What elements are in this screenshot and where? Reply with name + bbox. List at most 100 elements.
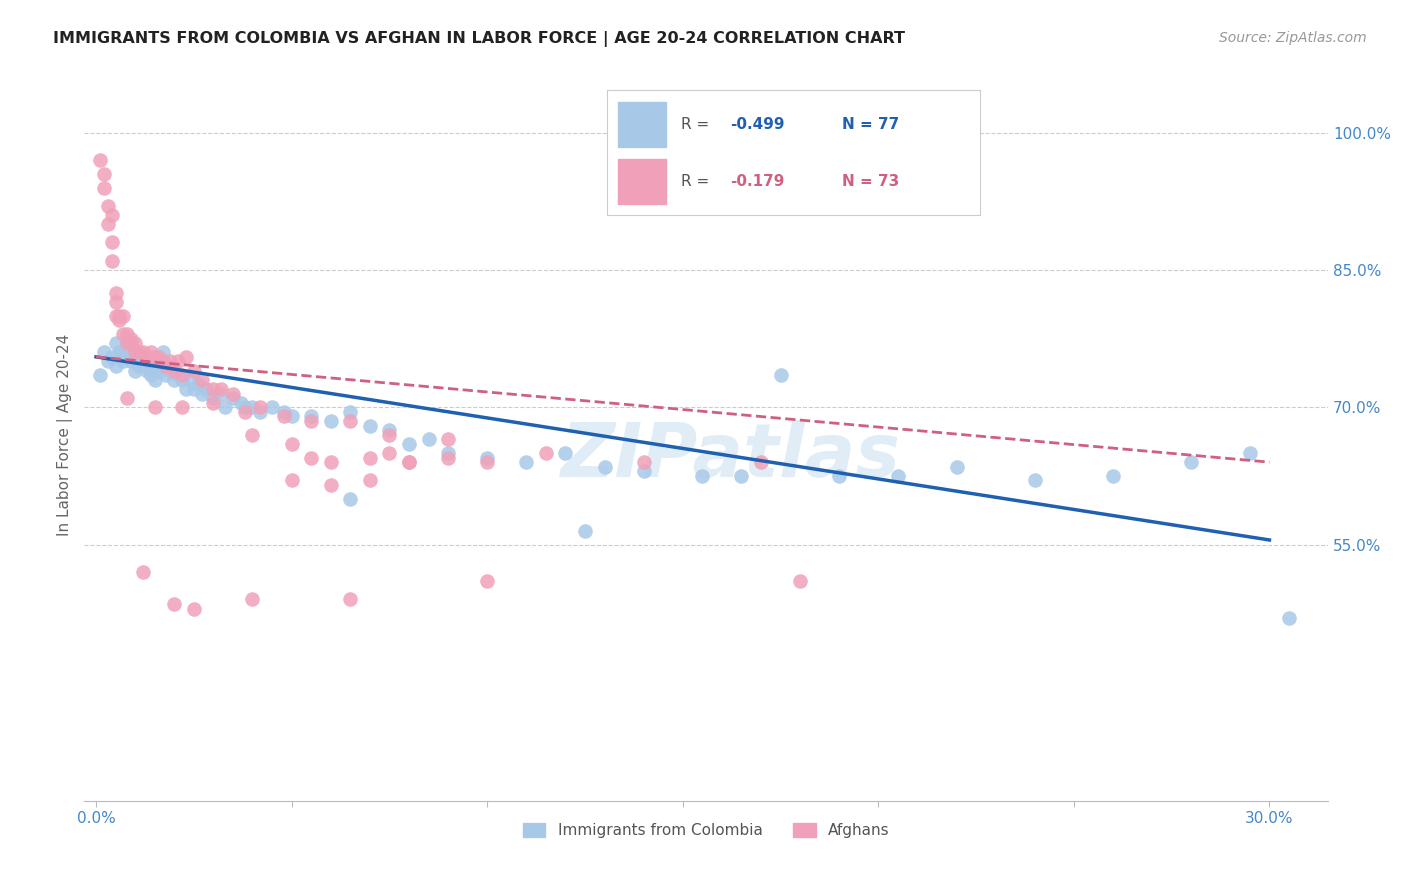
Point (100, 208, 122, 222)
Point (128, 345, 150, 359)
Point (359, 418, 381, 433)
Point (112, 326, 135, 341)
Point (273, 405, 295, 419)
Point (730, 469, 752, 483)
Point (155, 359, 177, 373)
Point (299, 450, 322, 465)
Point (260, 401, 283, 415)
Point (108, 345, 131, 359)
Point (418, 432, 440, 446)
Point (1278, 611, 1301, 625)
Point (100, 235, 122, 250)
Point (209, 386, 232, 401)
Point (172, 373, 194, 387)
Point (167, 368, 190, 383)
Point (789, 574, 811, 589)
Point (152, 345, 174, 359)
Point (108, 309, 131, 323)
Point (229, 395, 252, 409)
Point (534, 446, 557, 460)
Point (299, 409, 322, 424)
Point (117, 326, 139, 341)
Point (112, 354, 135, 368)
Point (233, 405, 256, 419)
Point (633, 455, 655, 469)
Point (152, 354, 174, 368)
Point (190, 373, 212, 387)
Point (887, 469, 910, 483)
Point (108, 313, 131, 327)
Point (108, 350, 131, 364)
Point (183, 601, 205, 615)
Point (1024, 474, 1046, 488)
Point (117, 336, 139, 351)
Point (120, 336, 142, 351)
Point (120, 354, 142, 368)
Legend: Immigrants from Colombia, Afghans: Immigrants from Colombia, Afghans (516, 817, 896, 845)
Point (172, 401, 194, 415)
Point (187, 377, 209, 392)
Point (120, 345, 142, 359)
Point (132, 565, 155, 579)
Point (124, 336, 146, 351)
Point (378, 446, 401, 460)
Point (378, 427, 401, 442)
Point (128, 359, 150, 373)
Point (97, 217, 120, 231)
Point (593, 459, 616, 474)
Point (112, 309, 135, 323)
Point (148, 363, 170, 377)
Point (437, 450, 460, 465)
Point (339, 405, 361, 419)
Point (242, 592, 264, 607)
Point (174, 350, 197, 364)
Point (633, 464, 655, 478)
Point (319, 414, 342, 428)
Point (139, 345, 162, 359)
Point (339, 491, 361, 506)
Point (93, 180, 115, 194)
Point (249, 401, 271, 415)
Point (280, 437, 302, 451)
Point (769, 368, 792, 383)
Point (159, 354, 181, 368)
Point (93, 167, 115, 181)
Point (89, 368, 111, 383)
Point (104, 295, 127, 310)
Point (319, 455, 342, 469)
Point (183, 382, 205, 396)
Point (280, 474, 302, 488)
Point (104, 336, 127, 351)
Point (124, 363, 146, 377)
Point (202, 382, 225, 396)
Point (214, 401, 236, 415)
Point (339, 414, 361, 428)
Point (183, 363, 205, 377)
Point (100, 253, 122, 268)
Point (222, 391, 245, 405)
Point (398, 455, 420, 469)
Point (174, 382, 197, 396)
Point (132, 350, 155, 364)
Point (104, 359, 127, 373)
Point (249, 405, 271, 419)
Point (132, 354, 155, 368)
Y-axis label: In Labor Force | Age 20-24: In Labor Force | Age 20-24 (58, 334, 73, 536)
Point (437, 446, 460, 460)
Point (242, 401, 264, 415)
Point (319, 478, 342, 492)
Point (202, 391, 225, 405)
Point (242, 427, 264, 442)
Point (359, 474, 381, 488)
Point (475, 574, 498, 589)
Point (124, 350, 146, 364)
Point (93, 345, 115, 359)
Point (112, 350, 135, 364)
Point (117, 341, 139, 355)
Point (190, 386, 212, 401)
Point (124, 345, 146, 359)
Point (1180, 455, 1202, 469)
Point (209, 382, 232, 396)
Point (574, 524, 596, 538)
Point (148, 350, 170, 364)
